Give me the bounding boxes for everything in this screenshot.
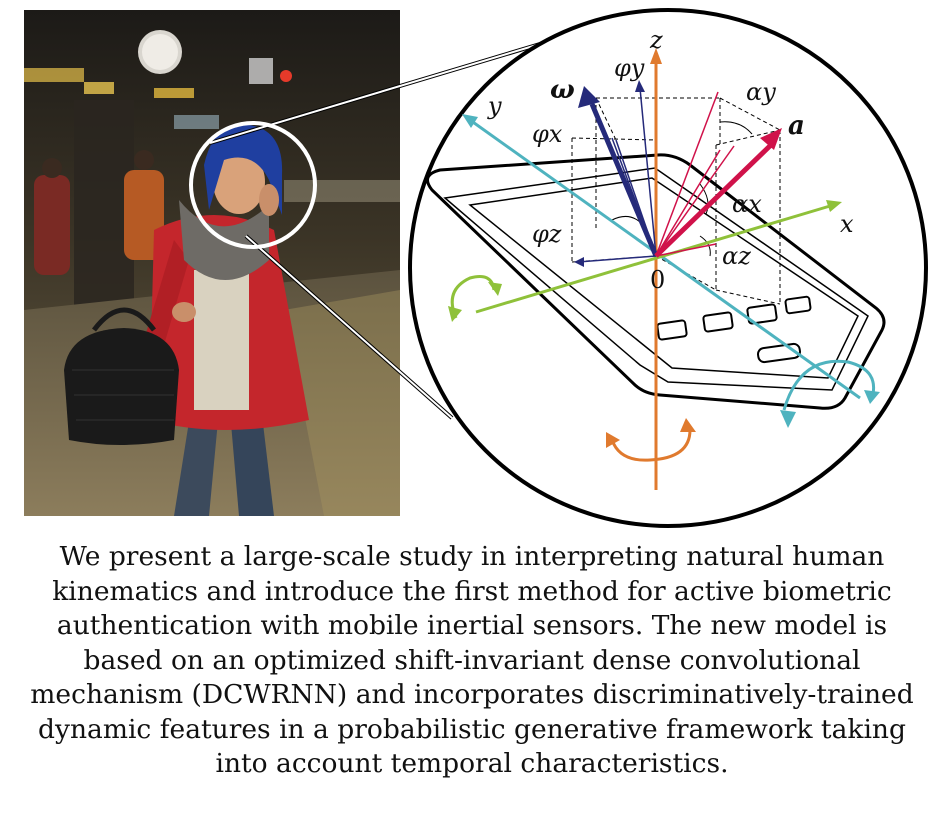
z-label: z (649, 26, 663, 54)
diagram-labels: ω φy φx φz z y x a αy αx αz 0 (487, 26, 854, 294)
omega-vector (589, 103, 659, 257)
a-label: a (788, 111, 805, 141)
y-label: y (487, 92, 502, 120)
phi-y-label: φy (614, 54, 645, 82)
alpha-x-label: αx (732, 190, 762, 218)
x-axis (475, 204, 831, 314)
y-rotation-arrow (782, 359, 875, 411)
a-vector (654, 140, 776, 258)
zoom-circle (408, 8, 928, 528)
z-rotation-arrow (610, 429, 692, 462)
construction-lines (571, 97, 781, 305)
alpha-x-arc (699, 183, 709, 215)
alpha-z-label: αz (722, 242, 751, 270)
axes (462, 48, 861, 490)
motion-diagram: ω φy φx φz z y x a αy αx αz 0 (189, 8, 928, 528)
acceleration-vectors (654, 91, 782, 258)
alpha-y-label: αy (746, 78, 776, 106)
phi-z-label: φz (532, 220, 562, 248)
x-rotation-arrow (450, 275, 496, 319)
alpha-y-arc (719, 121, 753, 135)
omega-label: ω (550, 75, 575, 105)
y-axis (469, 118, 861, 400)
focus-circle (189, 121, 317, 249)
omega-vectors (574, 80, 659, 267)
x-label: x (840, 210, 854, 238)
phi-x-label: φx (532, 120, 563, 148)
figure-caption: We present a large-scale study in interp… (30, 541, 914, 779)
origin-label: 0 (650, 266, 665, 294)
station-photo (24, 10, 400, 516)
